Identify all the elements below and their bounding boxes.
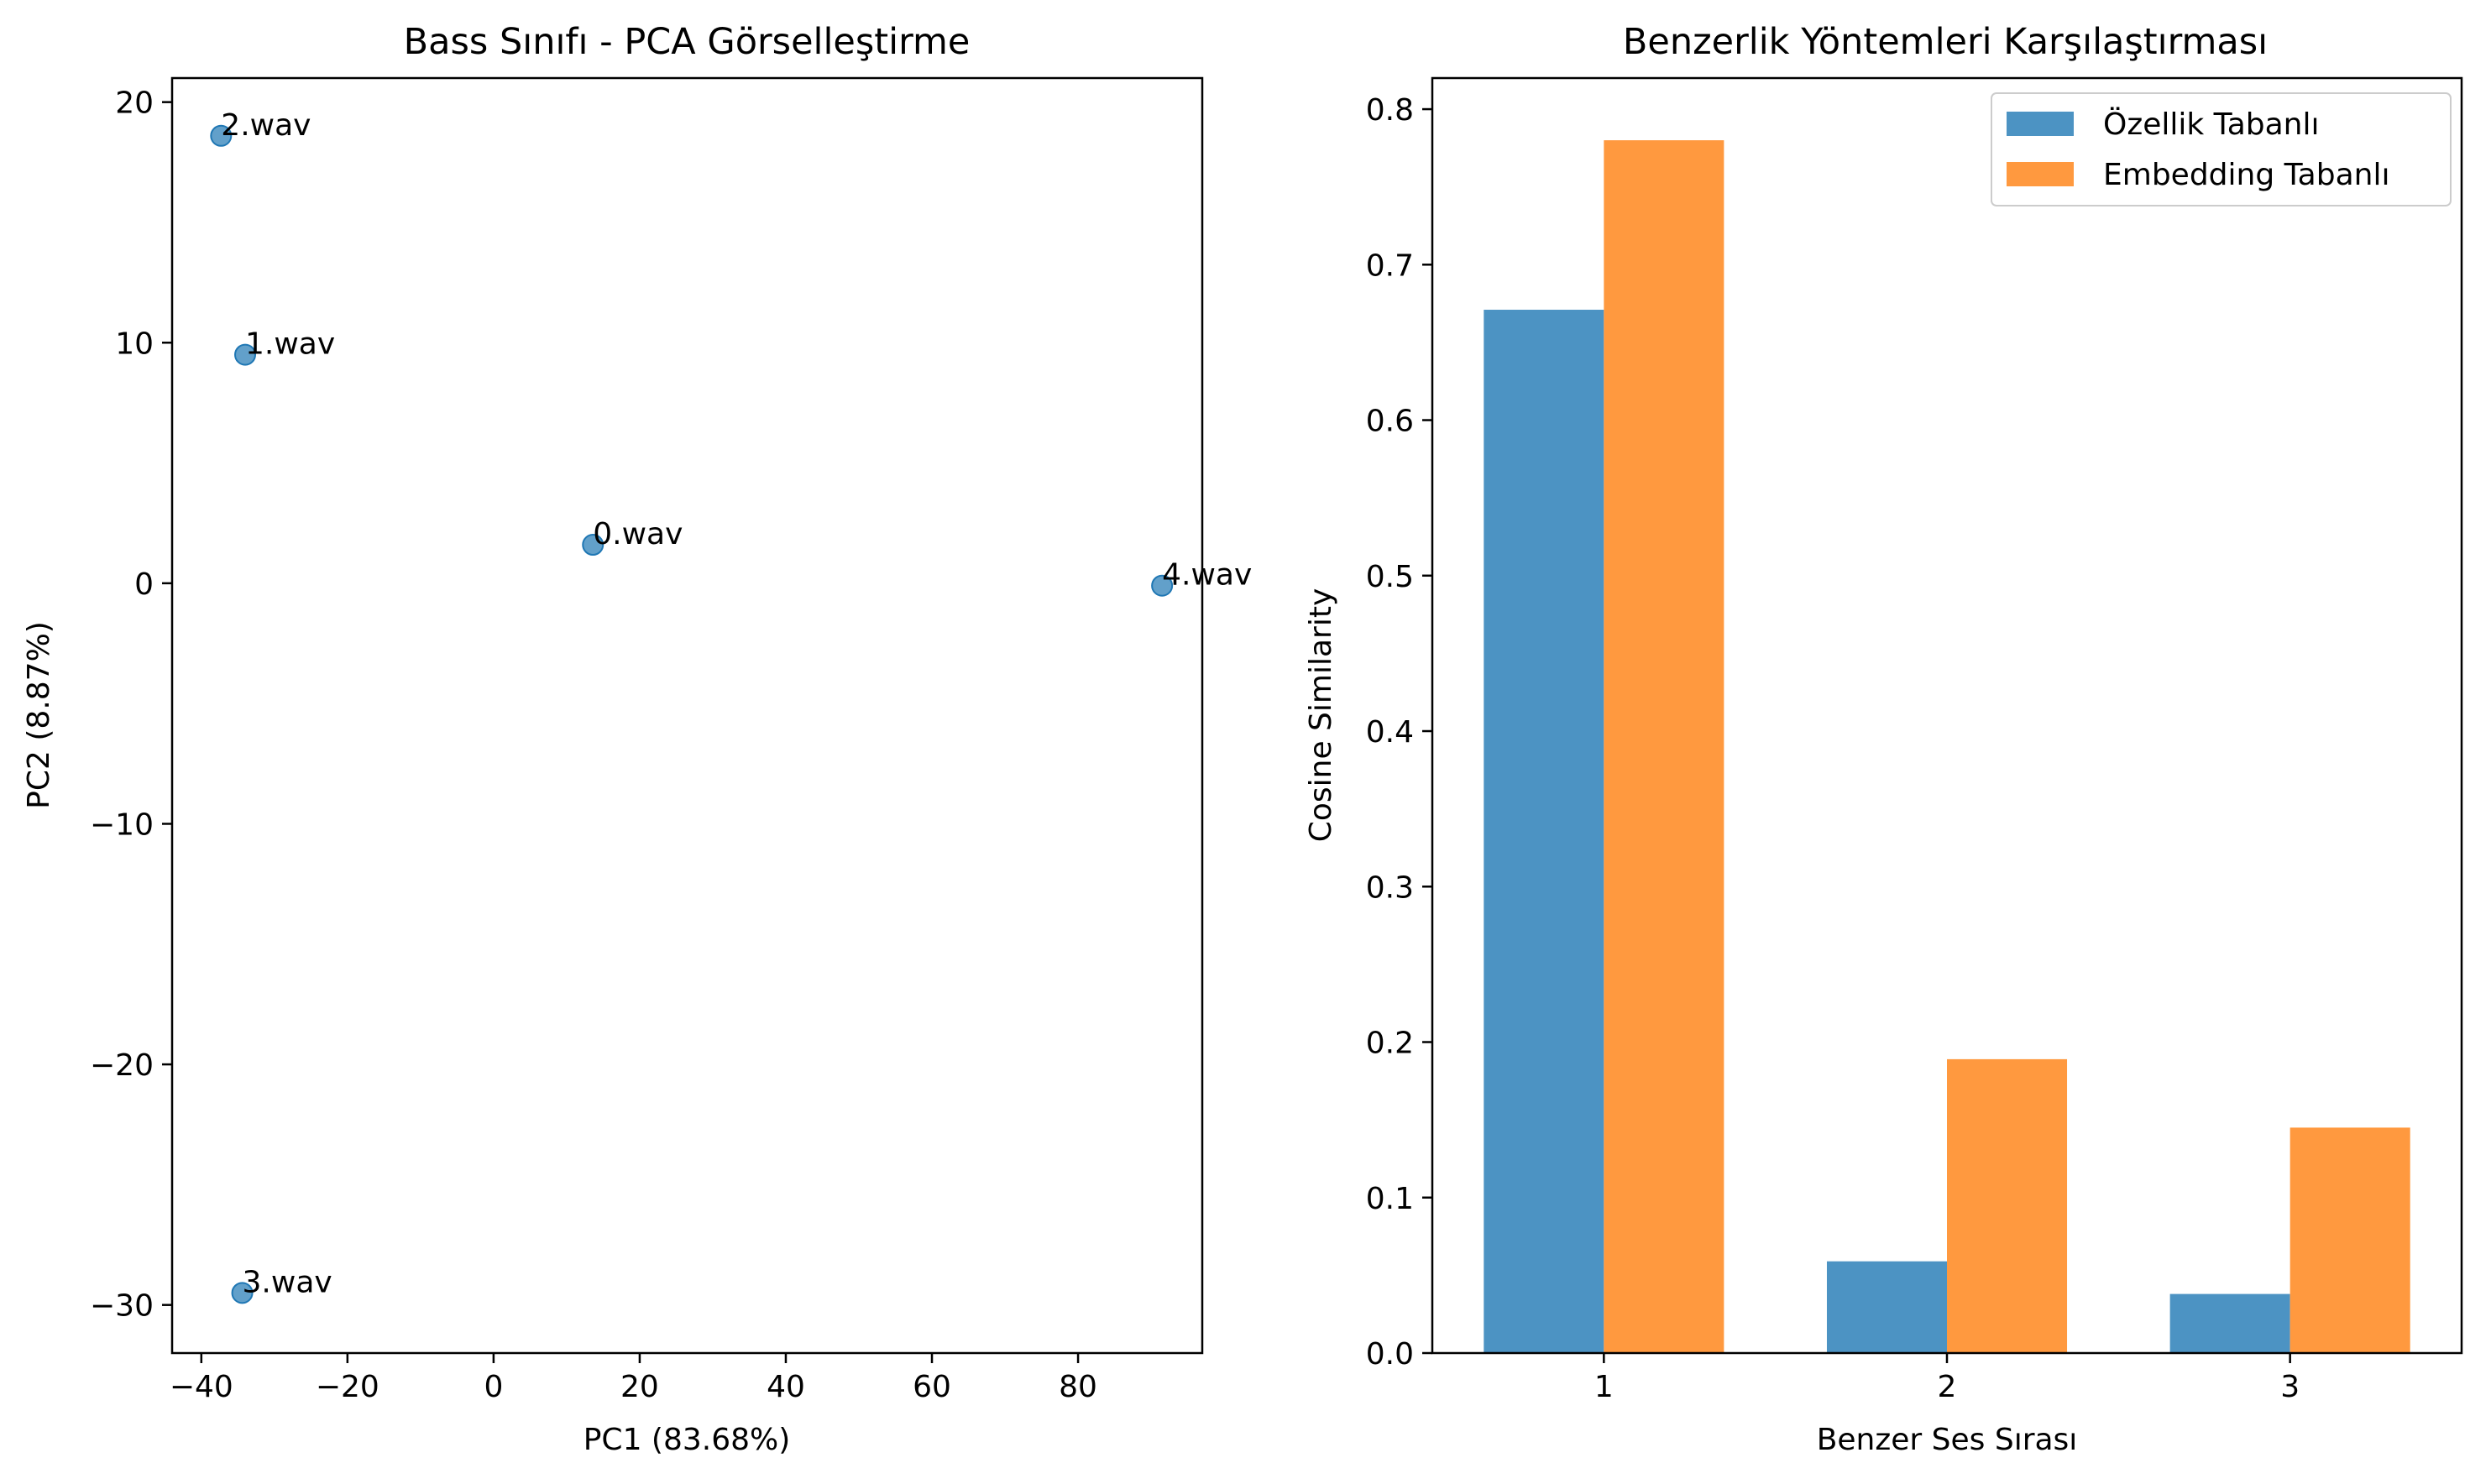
pca-point — [210, 124, 233, 147]
pca-axes-frame — [170, 76, 1204, 1355]
pca-point-label: 4.wav — [1162, 558, 1252, 593]
legend-swatch-ozellik — [2007, 112, 2074, 136]
pca-x-axis-label: PC1 (83.68%) — [584, 1423, 791, 1457]
bar-y-tick-label: 0.8 — [1366, 93, 1414, 128]
bar-y-tick-label: 0.2 — [1366, 1027, 1414, 1061]
pca-point-label: 0.wav — [593, 517, 683, 551]
bar-y-ticks: 0.0 0.1 0.2 0.3 0.4 0.5 0.6 0.7 0.8 — [1366, 93, 1432, 1372]
pca-y-tick-label: 10 — [115, 327, 154, 361]
pca-point-label: 2.wav — [221, 108, 311, 143]
pca-plot-area: 2.wav 1.wav 0.wav 4.wav 3.wav — [210, 108, 1252, 1304]
pca-point — [231, 1282, 254, 1304]
bar-x-tick-label: 2 — [1938, 1370, 1957, 1404]
bar-y-tick-label: 0.3 — [1366, 870, 1414, 905]
pca-x-tick-label: 80 — [1059, 1370, 1097, 1404]
bar-ozellik — [2169, 1293, 2290, 1353]
legend-label-embedding: Embedding Tabanlı — [2103, 158, 2389, 192]
bar-ozellik — [1484, 310, 1604, 1353]
bar-embedding — [1604, 140, 1724, 1354]
pca-x-tick-label: 20 — [620, 1370, 659, 1404]
pca-scatter-panel: Bass Sınıfı - PCA Görselleştirme 2.wav 1.… — [22, 21, 1252, 1457]
pca-y-axis-label: PC2 (8.87%) — [22, 621, 56, 809]
pca-point — [234, 343, 257, 366]
bar-y-tick-label: 0.0 — [1366, 1337, 1414, 1372]
bar-y-tick-label: 0.7 — [1366, 248, 1414, 283]
pca-y-tick-label: 20 — [115, 86, 154, 121]
bar-x-ticks: 1 2 3 — [1594, 1353, 2300, 1404]
pca-y-tick-label: −20 — [90, 1048, 154, 1083]
bar-embedding — [1947, 1058, 2068, 1353]
legend-swatch-embedding — [2007, 162, 2074, 186]
bar-ozellik — [1826, 1261, 1947, 1353]
pca-x-tick-label: −40 — [170, 1370, 233, 1404]
pca-y-ticks: −30 −20 −10 0 10 20 — [90, 86, 172, 1324]
bar-x-axis-label: Benzer Ses Sırası — [1817, 1423, 2078, 1457]
pca-y-tick-label: −30 — [90, 1289, 154, 1324]
bar-title: Benzerlik Yöntemleri Karşılaştırması — [1623, 21, 2268, 63]
bar-y-tick-label: 0.1 — [1366, 1182, 1414, 1216]
bar-x-tick-label: 1 — [1594, 1370, 1614, 1404]
pca-x-tick-label: 60 — [913, 1370, 951, 1404]
pca-x-ticks: −40 −20 0 20 40 60 80 — [170, 1353, 1097, 1404]
bar-y-axis-label: Cosine Similarity — [1304, 588, 1338, 843]
bar-y-tick-label: 0.4 — [1366, 715, 1414, 750]
pca-title: Bass Sınıfı - PCA Görselleştirme — [404, 21, 971, 63]
pca-x-tick-label: 40 — [767, 1370, 805, 1404]
bar-plot-area — [1484, 140, 2410, 1354]
pca-point — [1151, 574, 1174, 597]
pca-point-label: 1.wav — [245, 327, 335, 362]
legend-box — [1991, 92, 2452, 206]
legend: Özellik Tabanlı Embedding Tabanlı — [1991, 92, 2452, 206]
bar-y-tick-label: 0.6 — [1366, 405, 1414, 439]
pca-point-label: 3.wav — [243, 1265, 332, 1299]
pca-y-tick-label: 0 — [134, 567, 154, 602]
pca-x-tick-label: −20 — [316, 1370, 379, 1404]
pca-x-tick-label: 0 — [484, 1370, 503, 1404]
bar-embedding — [2290, 1127, 2410, 1353]
pca-point — [582, 534, 604, 556]
bar-x-tick-label: 3 — [2280, 1370, 2300, 1404]
similarity-bar-panel: Benzerlik Yöntemleri Karşılaştırması 1 2 3… — [1304, 21, 2463, 1457]
bar-y-tick-label: 0.5 — [1366, 560, 1414, 594]
legend-label-ozellik: Özellik Tabanlı — [2103, 107, 2320, 142]
pca-y-tick-label: −10 — [90, 807, 154, 842]
